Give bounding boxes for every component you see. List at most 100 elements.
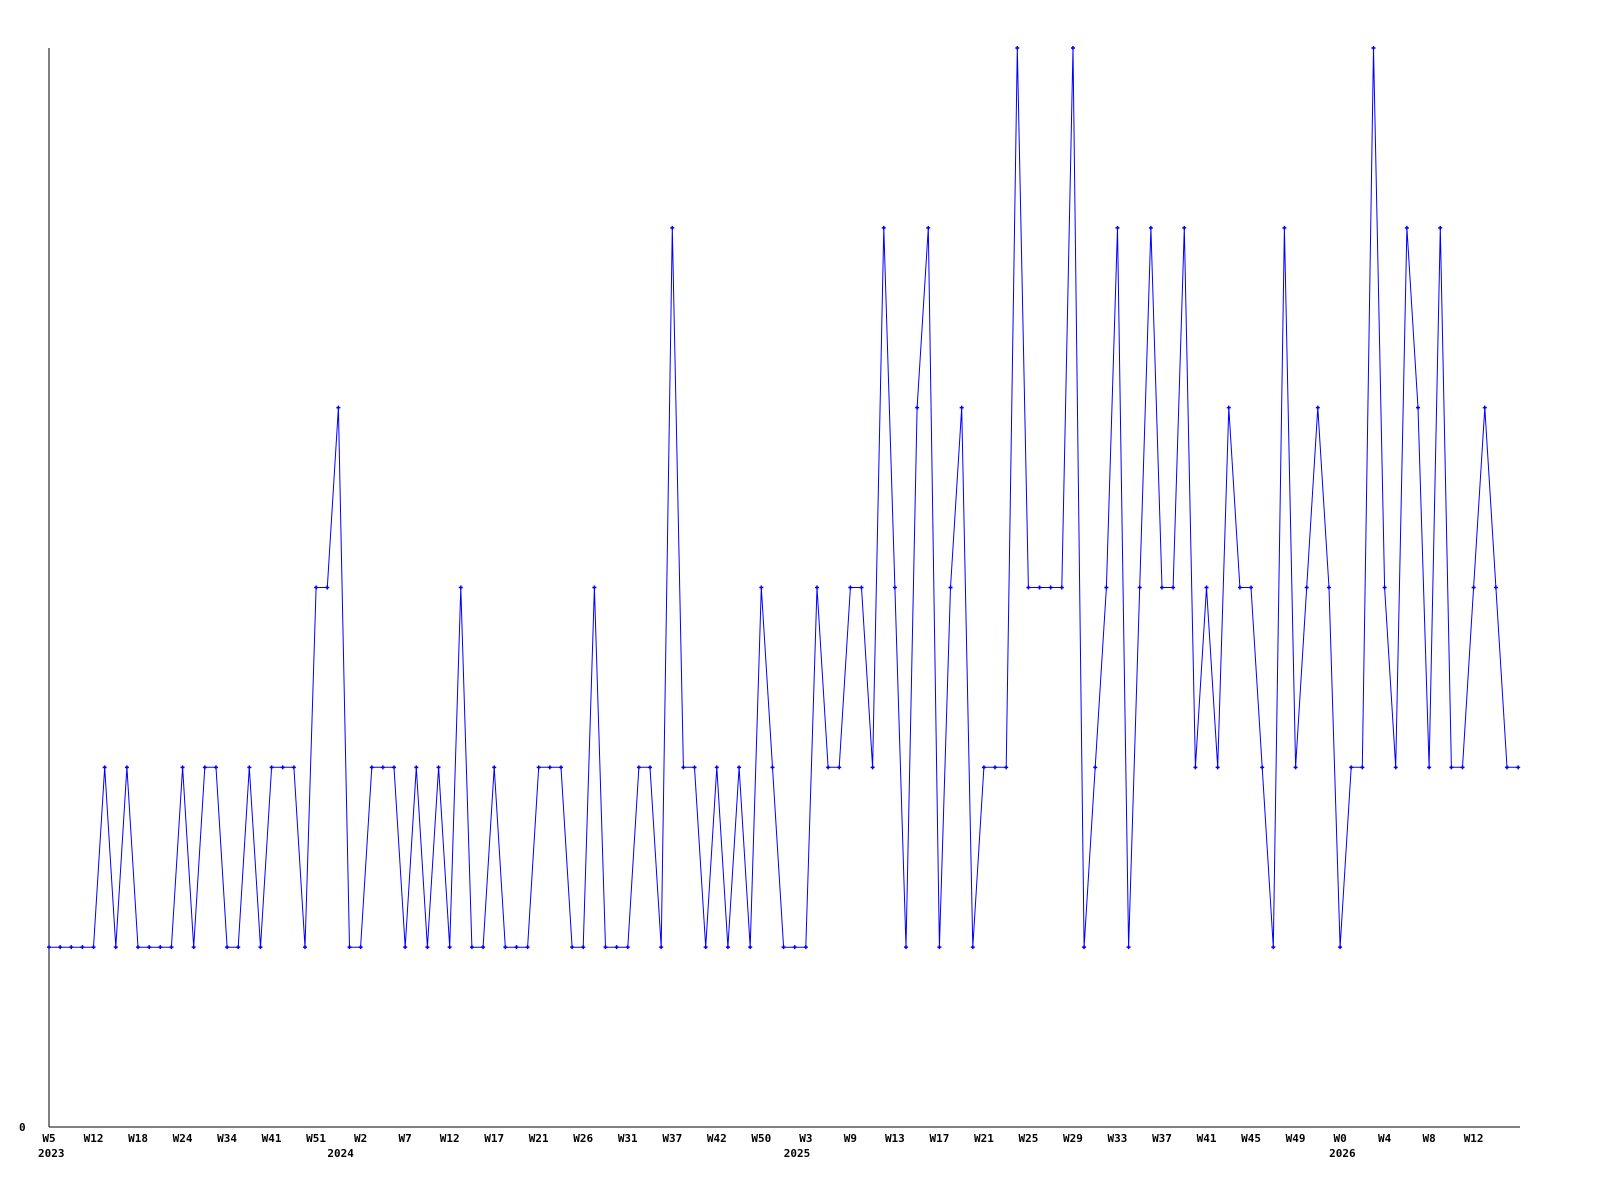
data-point	[792, 945, 797, 950]
data-point	[614, 945, 619, 950]
data-point	[636, 765, 641, 770]
data-point	[1048, 585, 1053, 590]
data-point	[681, 765, 686, 770]
x-tick-label: W21	[529, 1132, 549, 1145]
data-point	[136, 945, 141, 950]
data-point	[892, 585, 897, 590]
data-point	[926, 225, 931, 230]
x-tick-label: W37	[662, 1132, 682, 1145]
x-tick-label: W29	[1063, 1132, 1083, 1145]
data-point	[536, 765, 541, 770]
data-point	[581, 945, 586, 950]
year-label: 2026	[1329, 1147, 1356, 1160]
data-point	[1249, 585, 1254, 590]
axes	[48, 48, 1520, 1128]
data-point	[358, 945, 363, 950]
data-point	[392, 765, 397, 770]
data-point	[1260, 765, 1265, 770]
data-point	[158, 945, 163, 950]
data-point	[1326, 585, 1331, 590]
x-tick-label: W0	[1333, 1132, 1346, 1145]
data-point	[670, 225, 675, 230]
data-point	[1093, 765, 1098, 770]
data-point	[1360, 765, 1365, 770]
data-point	[1516, 765, 1521, 770]
data-point	[314, 585, 319, 590]
data-point	[225, 945, 230, 950]
data-point	[481, 945, 486, 950]
data-point	[1082, 945, 1087, 950]
data-point	[1148, 225, 1153, 230]
data-point	[948, 585, 953, 590]
x-tick-label: W8	[1422, 1132, 1435, 1145]
x-tick-label: W17	[484, 1132, 504, 1145]
data-point	[1349, 765, 1354, 770]
data-point	[826, 765, 831, 770]
tick-labels: 0 W5 W12 W18 W24 W34 W41 W51 W2 W7 W12 W17 W21 W26 W31…	[19, 1121, 1484, 1160]
data-point	[1015, 46, 1020, 50]
x-tick-label: W12	[84, 1132, 104, 1145]
data-point	[403, 945, 408, 950]
data-point	[1293, 765, 1298, 770]
data-point	[915, 405, 920, 410]
data-point	[1282, 225, 1287, 230]
year-label: 2024	[327, 1147, 354, 1160]
x-tick-label: W2	[354, 1132, 367, 1145]
data-point	[659, 945, 664, 950]
data-point	[236, 945, 241, 950]
data-point	[770, 765, 775, 770]
x-tick-label: W45	[1241, 1132, 1261, 1145]
x-tick-label: W21	[974, 1132, 994, 1145]
x-tick-label: W41	[262, 1132, 282, 1145]
data-point	[1160, 585, 1164, 590]
x-tick-label: W4	[1378, 1132, 1392, 1145]
x-tick-label: W5	[42, 1132, 55, 1145]
data-point	[1215, 765, 1220, 770]
data-point	[1404, 225, 1409, 230]
data-point	[870, 765, 875, 770]
x-tick-label: W33	[1108, 1132, 1128, 1145]
data-point	[80, 945, 85, 950]
x-tick-label: W13	[885, 1132, 905, 1145]
data-point	[113, 945, 118, 950]
data-point	[1505, 765, 1510, 770]
data-point	[558, 765, 563, 770]
data-point	[1493, 585, 1498, 590]
data-point	[904, 945, 909, 950]
data-point	[1449, 765, 1454, 770]
x-tick-label: W34	[217, 1132, 237, 1145]
data-point	[525, 945, 530, 950]
data-point	[58, 945, 63, 950]
x-tick-label: W9	[844, 1132, 857, 1145]
x-tick-label: W3	[799, 1132, 812, 1145]
data-point	[759, 585, 764, 590]
data-point	[993, 765, 998, 770]
data-point	[1004, 765, 1009, 770]
data-point	[280, 765, 285, 770]
data-point	[180, 765, 185, 770]
data-point	[881, 225, 886, 230]
y-tick-label: 0	[19, 1121, 26, 1134]
data-point	[47, 945, 51, 950]
data-point	[748, 945, 753, 950]
data-point	[347, 945, 352, 950]
data-point	[592, 585, 597, 590]
data-point	[291, 765, 296, 770]
x-tick-label: W17	[929, 1132, 949, 1145]
data-point	[1315, 405, 1320, 410]
data-point	[1427, 765, 1432, 770]
data-point	[737, 765, 742, 770]
data-point	[414, 765, 419, 770]
data-point	[859, 585, 864, 590]
data-point	[1104, 585, 1109, 590]
data-point	[124, 765, 129, 770]
data-point	[191, 945, 196, 950]
data-point	[380, 765, 385, 770]
data-point	[1059, 585, 1064, 590]
data-point	[369, 765, 374, 770]
data-point	[458, 585, 463, 590]
data-point	[1070, 46, 1075, 50]
x-tick-label: W37	[1152, 1132, 1172, 1145]
data-point	[469, 945, 474, 950]
x-tick-label: W41	[1197, 1132, 1217, 1145]
